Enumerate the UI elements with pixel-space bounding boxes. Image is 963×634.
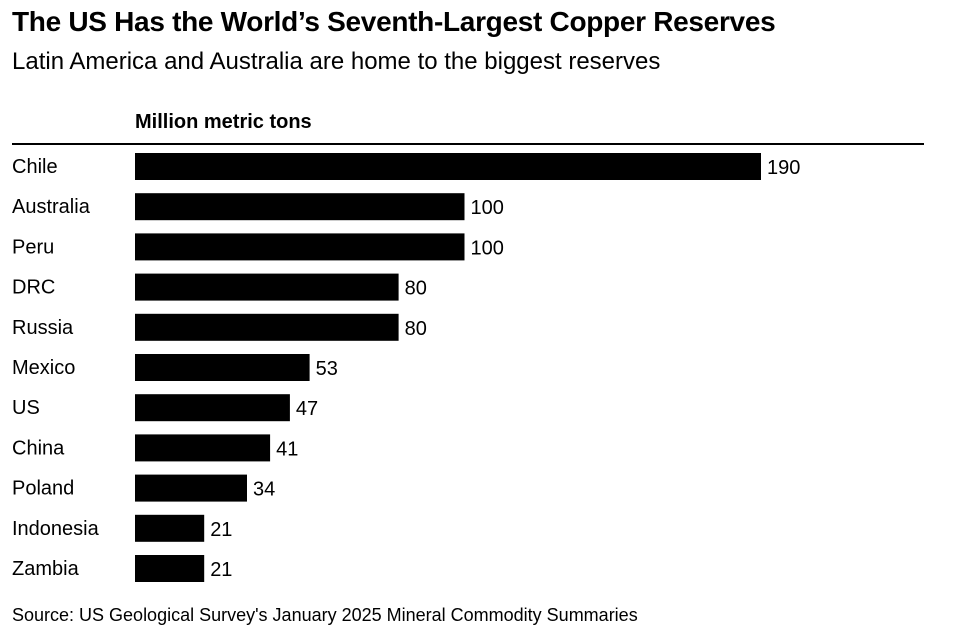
- value-label-zambia: 21: [210, 559, 232, 581]
- chart-title: The US Has the World’s Seventh-Largest C…: [12, 6, 776, 37]
- category-label-drc: DRC: [12, 277, 55, 299]
- value-label-chile: 190: [767, 157, 800, 179]
- category-label-poland: Poland: [12, 478, 74, 500]
- bar-mexico: [135, 354, 310, 381]
- category-label-australia: Australia: [12, 196, 91, 218]
- value-label-poland: 34: [253, 479, 275, 501]
- bar-chile: [135, 153, 761, 180]
- category-label-zambia: Zambia: [12, 558, 80, 580]
- chart-subtitle: Latin America and Australia are home to …: [12, 48, 661, 75]
- value-label-mexico: 53: [316, 358, 338, 380]
- bar-indonesia: [135, 514, 205, 542]
- value-label-peru: 100: [471, 237, 504, 259]
- category-label-russia: Russia: [12, 317, 74, 339]
- bar-zambia: [135, 555, 205, 582]
- category-label-chile: Chile: [12, 156, 58, 178]
- value-label-drc: 80: [405, 278, 427, 300]
- value-label-australia: 100: [471, 197, 504, 219]
- category-label-us: US: [12, 397, 40, 419]
- value-label-china: 41: [276, 438, 298, 460]
- value-label-russia: 80: [405, 318, 427, 340]
- source-note: Source: US Geological Survey's January 2…: [12, 605, 638, 625]
- value-label-us: 47: [296, 398, 318, 420]
- category-label-peru: Peru: [12, 236, 54, 258]
- bar-australia: [135, 193, 465, 221]
- category-label-china: China: [12, 437, 65, 459]
- unit-label: Million metric tons: [135, 111, 312, 133]
- category-label-indonesia: Indonesia: [12, 518, 100, 540]
- value-label-indonesia: 21: [210, 519, 232, 541]
- bar-china: [135, 434, 271, 462]
- bar-poland: [135, 474, 247, 502]
- bar-us: [135, 394, 290, 422]
- bar-russia: [135, 313, 399, 341]
- category-label-mexico: Mexico: [12, 357, 75, 379]
- bar-drc: [135, 273, 399, 301]
- bar-peru: [135, 233, 465, 261]
- header-rule: [12, 143, 924, 145]
